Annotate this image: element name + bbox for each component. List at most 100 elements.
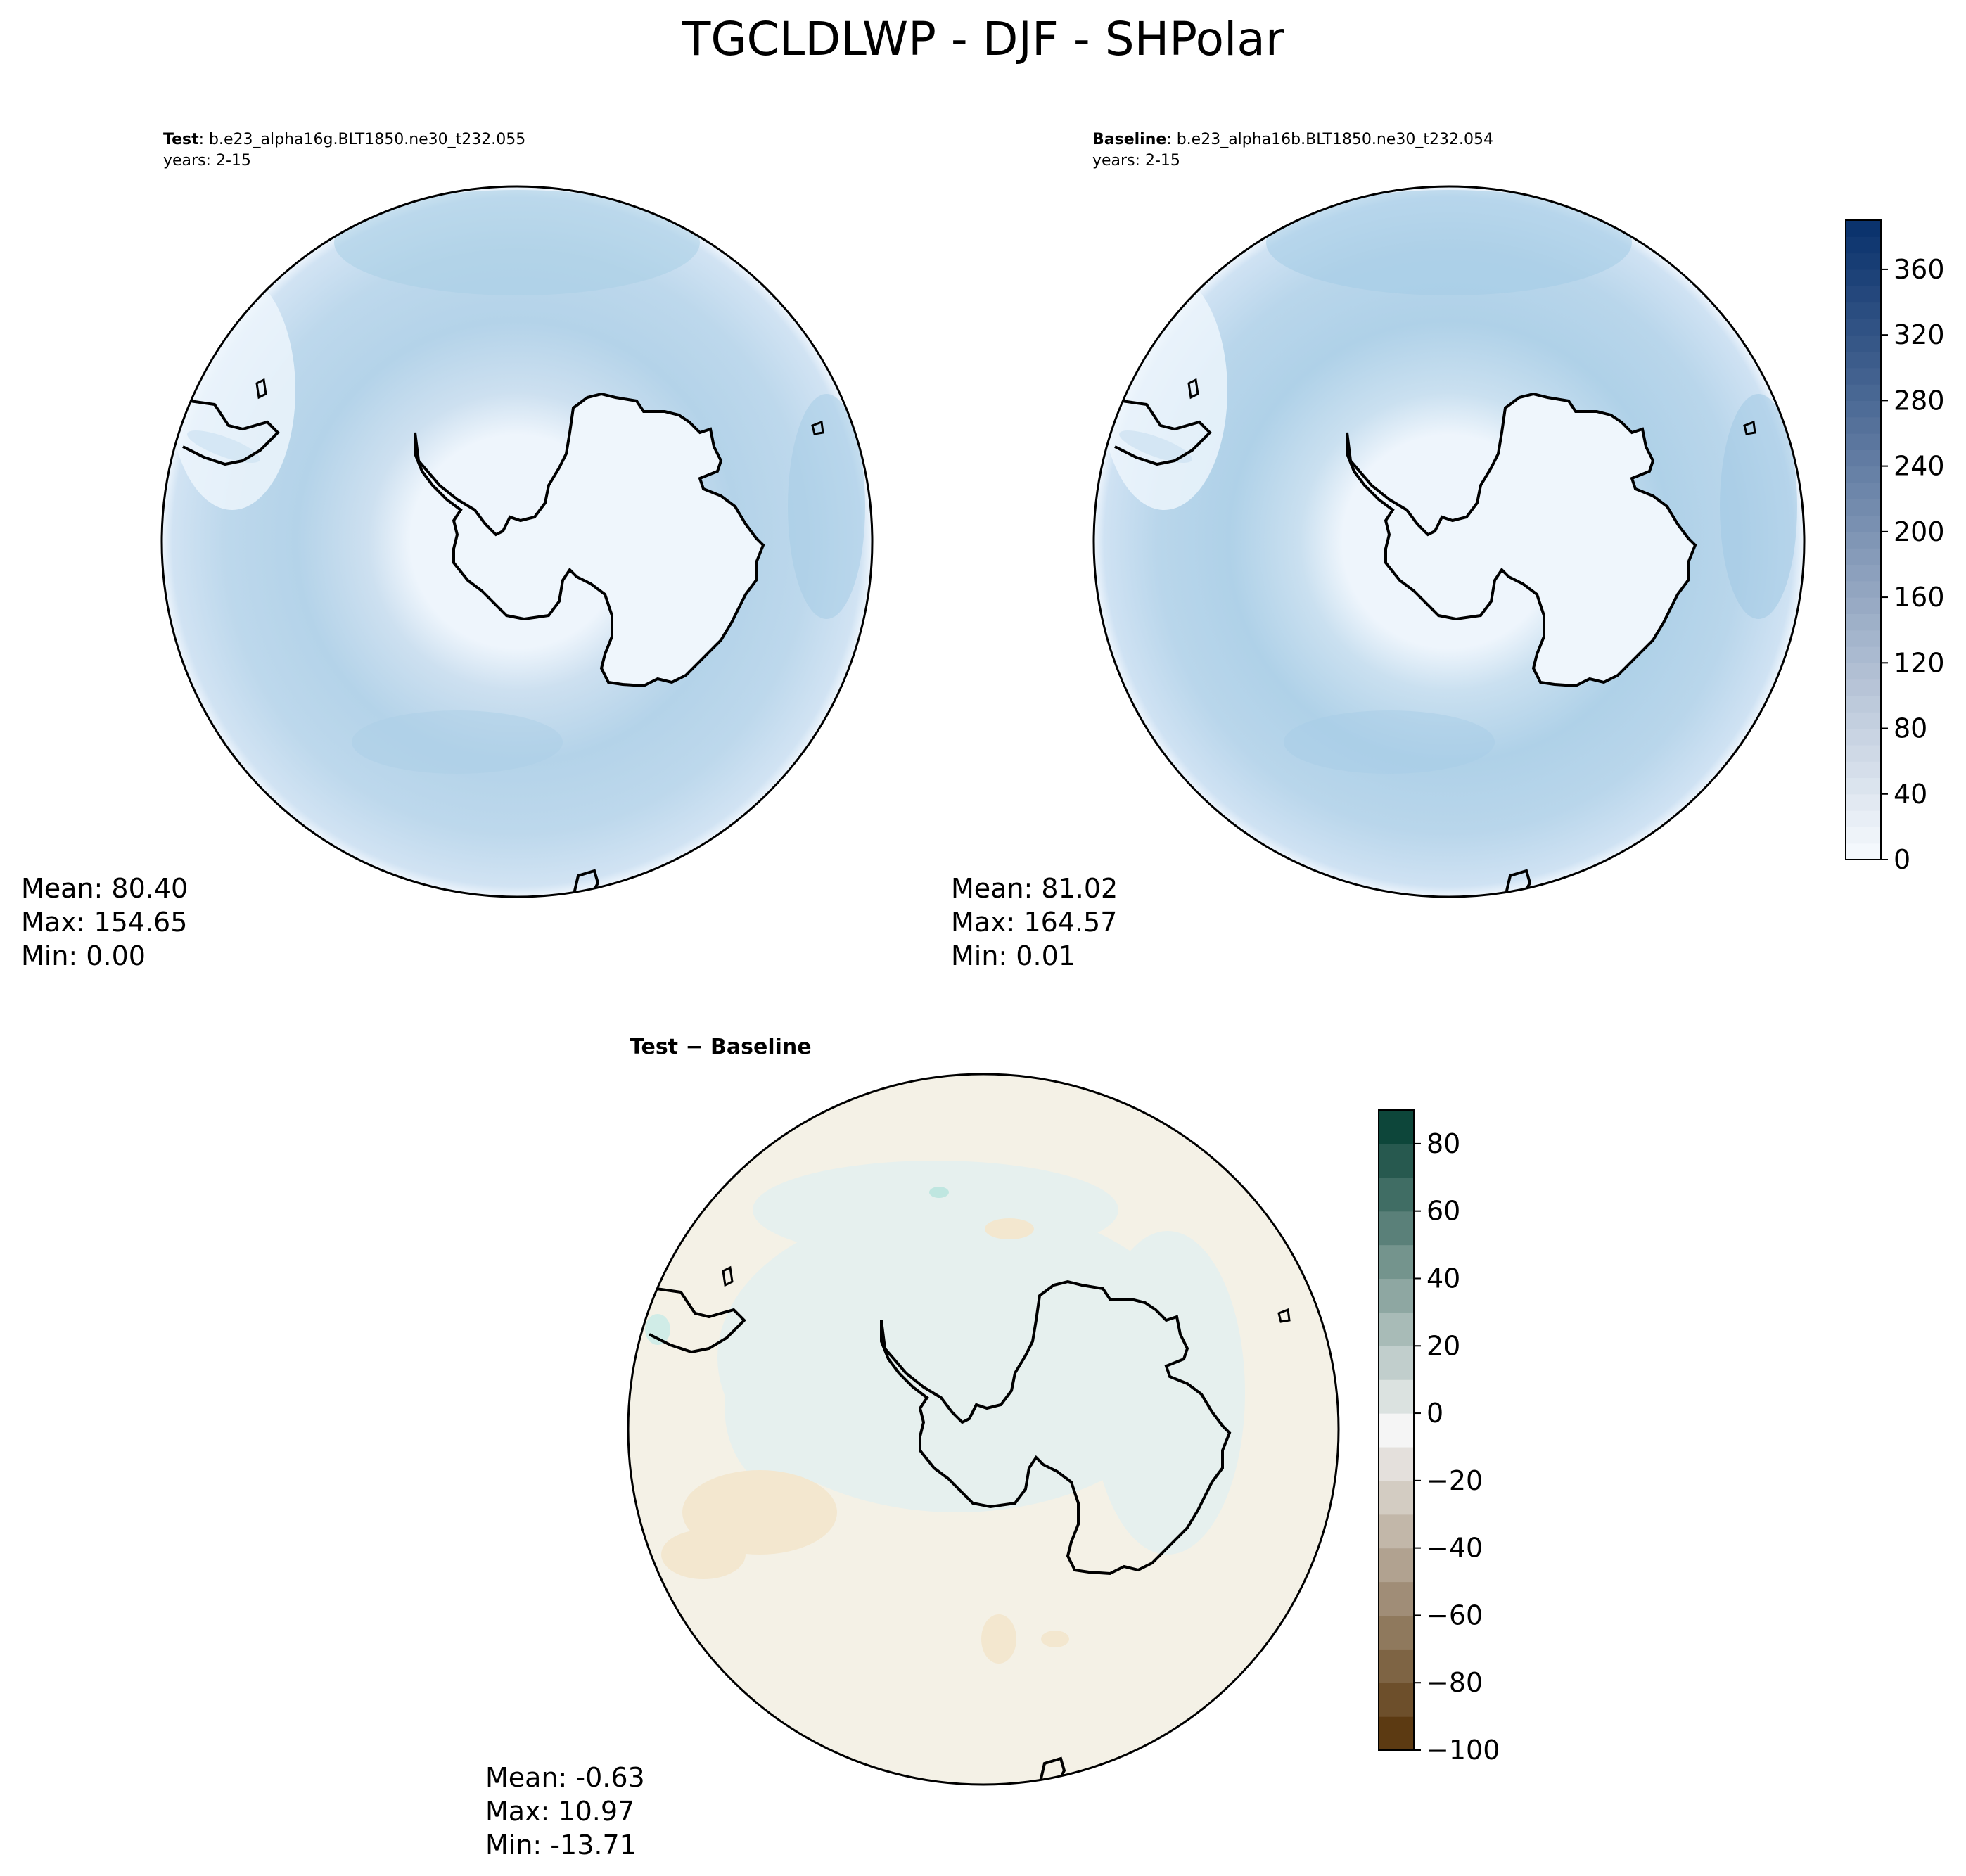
colorbar-level <box>1379 1581 1414 1616</box>
colorbar-level <box>1846 499 1881 516</box>
colorbar-level <box>1846 646 1881 663</box>
colorbar-tick-label: 240 <box>1894 451 1945 482</box>
colorbar-level <box>1846 630 1881 647</box>
colorbar-level <box>1846 761 1881 779</box>
colorbar-frame <box>1845 219 1882 860</box>
colorbar-level <box>1846 253 1881 270</box>
colorbar-tick-label: 200 <box>1894 516 1945 547</box>
colorbar-level <box>1846 335 1881 352</box>
colorbar-level <box>1846 777 1881 795</box>
island-coastline <box>811 420 824 435</box>
colorbar-level <box>1379 1615 1414 1650</box>
colorbar-level <box>1379 1346 1414 1380</box>
map-diff-patch-negative <box>1041 1631 1069 1647</box>
colorbar-level <box>1846 351 1881 369</box>
colorbar-level <box>1846 580 1881 598</box>
map-baseline-patch <box>1284 710 1495 774</box>
panel-test: Test: b.e23_alpha16g.BLT1850.ne30_t232.0… <box>21 131 874 971</box>
map-diff-patch-negative <box>661 1530 746 1579</box>
map-diff-patch-positive <box>753 1161 1118 1259</box>
map-test <box>162 186 872 897</box>
map-test-patch <box>352 710 563 774</box>
colorbar-level <box>1846 793 1881 811</box>
panel-diff-min: Min: -13.71 <box>485 1830 637 1861</box>
panel-baseline: Baseline: b.e23_alpha16b.BLT1850.ne30_t2… <box>951 131 1806 971</box>
colorbar-level <box>1846 416 1881 434</box>
colorbar-tick-label: 80 <box>1894 713 1927 744</box>
island-coastline <box>255 378 267 400</box>
colorbar-tick-label: −100 <box>1426 1735 1500 1766</box>
panel-baseline-case: : b.e23_alpha16b.BLT1850.ne30_t232.054 <box>1166 131 1493 148</box>
colorbar-level <box>1846 400 1881 418</box>
map-baseline-border <box>1092 185 1806 898</box>
colorbar-level <box>1379 1211 1414 1246</box>
island-coastline <box>722 1265 734 1287</box>
colorbar-level <box>1846 482 1881 499</box>
map-test-patch <box>334 190 700 295</box>
colorbar-level <box>1846 843 1881 860</box>
map-test-patch <box>169 271 295 510</box>
coastline-south-america <box>1114 400 1212 466</box>
panel-baseline-mean: Mean: 81.02 <box>951 873 1118 904</box>
colorbar-level <box>1846 433 1881 450</box>
colorbar-level <box>1846 220 1881 237</box>
colorbar-absolute: 0 40 80 120 160 200 240 280 320 360 <box>1845 219 1945 875</box>
panel-diff-title: Test − Baseline <box>630 1035 812 1059</box>
colorbar-tick-label: 160 <box>1894 582 1945 613</box>
coastline-south-america <box>182 400 280 466</box>
map-diff <box>628 1074 1339 1785</box>
colorbar-level <box>1846 466 1881 483</box>
colorbar-tick-label: 40 <box>1894 779 1927 810</box>
colorbar-level <box>1846 449 1881 467</box>
island-coastline <box>1187 378 1199 400</box>
panel-test-mean: Mean: 80.40 <box>21 873 188 904</box>
colorbar-tick-label: 60 <box>1426 1196 1460 1227</box>
colorbar-level <box>1846 236 1881 254</box>
panel-test-header: Test: b.e23_alpha16g.BLT1850.ne30_t232.0… <box>163 131 525 148</box>
map-baseline-patch <box>1266 190 1632 295</box>
colorbar-level <box>1379 1177 1414 1212</box>
colorbar-level <box>1846 548 1881 566</box>
colorbar-level <box>1846 827 1881 844</box>
panel-diff-mean: Mean: -0.63 <box>485 1762 645 1793</box>
panel-test-min: Min: 0.00 <box>21 940 146 971</box>
panel-test-label: Test <box>163 131 199 148</box>
colorbar-tick-label: 20 <box>1426 1330 1460 1361</box>
map-diff-patch-positive <box>725 1322 851 1491</box>
colorbar-level <box>1379 1413 1414 1448</box>
panel-test-case: : b.e23_alpha16g.BLT1850.ne30_t232.055 <box>199 131 526 148</box>
colorbar-frame <box>1378 1109 1415 1751</box>
panel-baseline-label: Baseline <box>1092 131 1166 148</box>
colorbar-level <box>1379 1480 1414 1515</box>
colorbar-level <box>1846 269 1881 286</box>
colorbar-level <box>1846 597 1881 614</box>
panel-test-max: Max: 154.65 <box>21 907 187 938</box>
map-test-patch <box>788 394 865 619</box>
colorbar-level <box>1379 1110 1414 1144</box>
colorbar-level <box>1846 695 1881 713</box>
coastline-south-america <box>649 1287 746 1354</box>
panel-baseline-header: Baseline: b.e23_alpha16b.BLT1850.ne30_t2… <box>1092 131 1493 148</box>
colorbar-level <box>1846 318 1881 336</box>
island-coastline <box>1743 420 1756 435</box>
panel-baseline-years: years: 2-15 <box>1092 152 1180 170</box>
colorbar-level <box>1379 1446 1414 1481</box>
map-baseline-patch <box>1101 271 1227 510</box>
colorbar-level <box>1846 384 1881 401</box>
colorbar-level <box>1379 1716 1414 1751</box>
colorbar-level <box>1846 679 1881 696</box>
colorbar-tick-label: 120 <box>1894 647 1945 678</box>
map-diff-patch-negative <box>985 1218 1034 1239</box>
colorbar-level <box>1846 531 1881 549</box>
panel-diff-max: Max: 10.97 <box>485 1796 634 1827</box>
colorbar-tick-label: −40 <box>1426 1533 1483 1564</box>
colorbar-difference: −100 −80 −60 −40 −20 0 20 40 60 80 <box>1378 1109 1500 1766</box>
map-diff-border <box>627 1073 1340 1786</box>
colorbar-level <box>1846 810 1881 827</box>
panel-test-years: years: 2-15 <box>163 152 251 170</box>
map-diff-patch-positive <box>929 1187 949 1198</box>
colorbar-level <box>1379 1312 1414 1346</box>
map-diff-patch-positive <box>645 1314 670 1345</box>
colorbar-tick-label: −80 <box>1426 1667 1483 1698</box>
